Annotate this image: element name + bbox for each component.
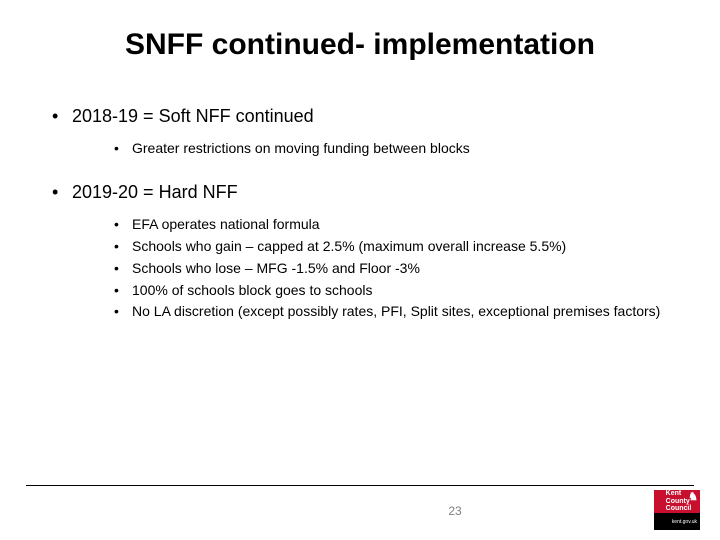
sub-list: • Greater restrictions on moving funding…	[48, 139, 672, 158]
bullet-heading: 2019-20 = Hard NFF	[72, 182, 238, 203]
bullet-icon: •	[114, 260, 132, 276]
top-bullet-item: • 2019-20 = Hard NFF • EFA operates nati…	[48, 182, 672, 321]
bullet-list: • 2018-19 = Soft NFF continued • Greater…	[48, 106, 672, 321]
kent-logo: Kent County Council ♞ kent.gov.uk	[654, 490, 700, 530]
sub-bullet-item: • Schools who gain – capped at 2.5% (max…	[114, 237, 672, 256]
sub-bullet-item: • No LA discretion (except possibly rate…	[114, 302, 672, 321]
sub-bullet-item: • EFA operates national formula	[114, 215, 672, 234]
logo-top: Kent County Council ♞	[654, 490, 700, 513]
bullet-icon: •	[114, 303, 132, 319]
horse-icon: ♞	[688, 492, 698, 504]
slide-title: SNFF continued- implementation	[48, 28, 672, 62]
bullet-icon: •	[48, 106, 72, 127]
bullet-icon: •	[114, 282, 132, 298]
sub-bullet-text: 100% of schools block goes to schools	[132, 281, 372, 300]
top-bullet-row: • 2019-20 = Hard NFF	[48, 182, 672, 203]
sub-bullet-text: EFA operates national formula	[132, 215, 320, 234]
sub-bullet-text: Schools who gain – capped at 2.5% (maxim…	[132, 237, 566, 256]
sub-bullet-text: Schools who lose – MFG -1.5% and Floor -…	[132, 259, 420, 278]
sub-bullet-item: • 100% of schools block goes to schools	[114, 281, 672, 300]
sub-bullet-text: No LA discretion (except possibly rates,…	[132, 302, 660, 321]
bullet-heading: 2018-19 = Soft NFF continued	[72, 106, 314, 127]
page-number: 23	[0, 504, 720, 518]
bullet-icon: •	[114, 216, 132, 232]
sub-bullet-item: • Schools who lose – MFG -1.5% and Floor…	[114, 259, 672, 278]
slide: SNFF continued- implementation • 2018-19…	[0, 0, 720, 540]
sub-bullet-text: Greater restrictions on moving funding b…	[132, 139, 470, 158]
bullet-icon: •	[48, 182, 72, 203]
footer-divider	[26, 485, 694, 486]
sub-list: • EFA operates national formula • School…	[48, 215, 672, 321]
top-bullet-item: • 2018-19 = Soft NFF continued • Greater…	[48, 106, 672, 158]
logo-tagline: kent.gov.uk	[654, 513, 700, 530]
sub-bullet-item: • Greater restrictions on moving funding…	[114, 139, 672, 158]
bullet-icon: •	[114, 238, 132, 254]
top-bullet-row: • 2018-19 = Soft NFF continued	[48, 106, 672, 127]
content-area: • 2018-19 = Soft NFF continued • Greater…	[48, 106, 672, 321]
bullet-icon: •	[114, 140, 132, 156]
